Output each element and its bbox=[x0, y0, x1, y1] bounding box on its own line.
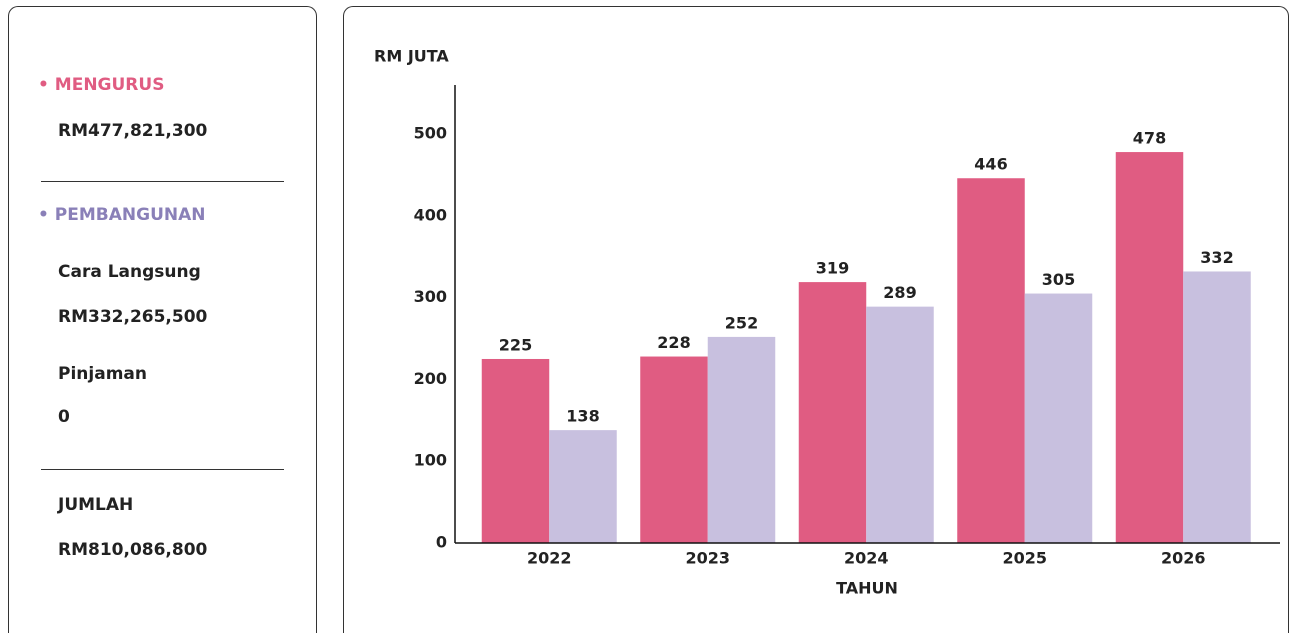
y-axis-title: RM JUTA bbox=[374, 47, 449, 66]
x-tick-label: 2025 bbox=[1002, 549, 1047, 568]
summary-panel bbox=[8, 6, 317, 633]
value-label: 252 bbox=[725, 313, 758, 332]
amount: RM332,265,500 bbox=[58, 307, 208, 327]
bar bbox=[1115, 152, 1184, 544]
y-tick-label: 0 bbox=[436, 533, 447, 552]
amount: RM477,821,300 bbox=[58, 121, 208, 141]
x-axis-title: TAHUN bbox=[836, 579, 898, 598]
value-label: 478 bbox=[1133, 129, 1166, 148]
value-label: 332 bbox=[1200, 248, 1233, 267]
bar bbox=[549, 430, 617, 543]
value-label: 319 bbox=[816, 259, 849, 278]
bar bbox=[481, 358, 550, 543]
total-label: JUMLAH bbox=[58, 495, 134, 515]
value-label: 225 bbox=[499, 335, 532, 354]
value-label: 228 bbox=[657, 333, 690, 352]
value-label: 289 bbox=[883, 283, 916, 302]
y-tick-label: 400 bbox=[414, 205, 447, 224]
bar bbox=[866, 306, 934, 543]
item-label: Cara Langsung bbox=[58, 262, 201, 282]
bar bbox=[1183, 271, 1251, 543]
total-amount: RM810,086,800 bbox=[58, 540, 208, 560]
value-label: 446 bbox=[974, 155, 1007, 174]
bar bbox=[1024, 293, 1093, 543]
y-tick-label: 200 bbox=[414, 369, 447, 388]
amount: 0 bbox=[58, 407, 70, 427]
bar bbox=[640, 356, 708, 543]
x-tick-label: 2022 bbox=[527, 549, 572, 568]
value-label: 138 bbox=[566, 407, 599, 426]
item-label: Pinjaman bbox=[58, 364, 147, 384]
bar bbox=[957, 178, 1025, 543]
y-tick-label: 300 bbox=[414, 287, 447, 306]
x-tick-label: 2023 bbox=[685, 549, 730, 568]
category-label: • PEMBANGUNAN bbox=[38, 205, 206, 225]
divider bbox=[41, 469, 284, 470]
category-label: • MENGURUS bbox=[38, 75, 165, 95]
x-tick-label: 2026 bbox=[1161, 549, 1206, 568]
y-tick-label: 100 bbox=[414, 451, 447, 470]
y-tick-label: 500 bbox=[414, 124, 447, 143]
bar bbox=[707, 336, 776, 543]
x-tick-label: 2024 bbox=[844, 549, 889, 568]
divider bbox=[41, 181, 284, 182]
bar bbox=[798, 282, 867, 543]
value-label: 305 bbox=[1042, 270, 1075, 289]
